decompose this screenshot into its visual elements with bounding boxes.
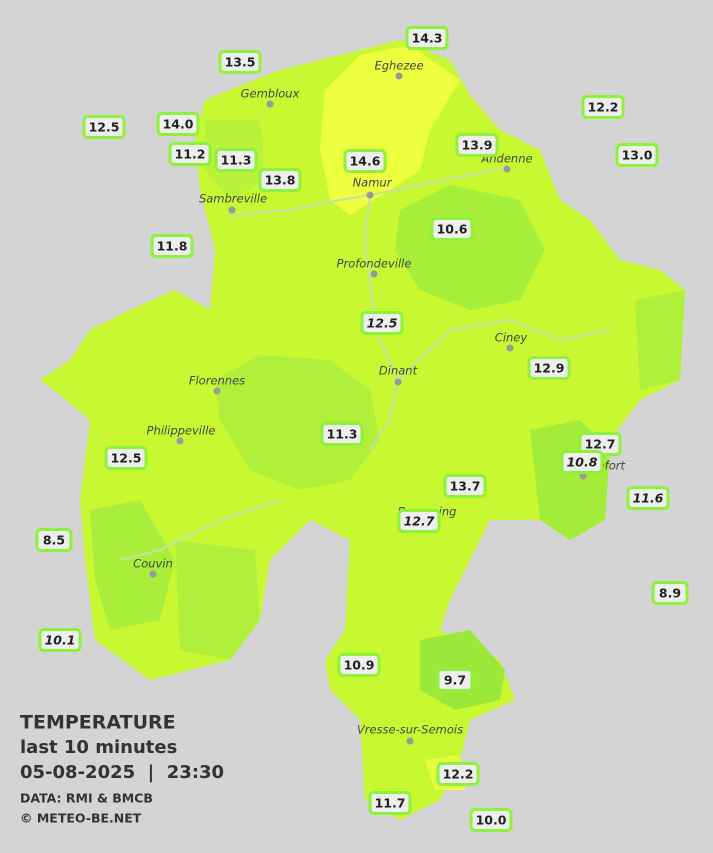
city-dot bbox=[506, 344, 514, 352]
legend-datetime: 05-08-2025 | 23:30 bbox=[20, 762, 224, 783]
stations: 14.3 13.5 12.5 14.0 11.2 11.3 13.8 14.6 13.9 12.2… bbox=[35, 26, 689, 832]
city-label: Dinant bbox=[379, 364, 418, 378]
station-value: 11.8 bbox=[157, 239, 188, 254]
station-value: 13.0 bbox=[622, 148, 653, 163]
station-value: 12.9 bbox=[534, 361, 565, 376]
city-dot bbox=[228, 206, 236, 214]
station-box bbox=[560, 450, 604, 474]
station-value: 12.5 bbox=[367, 316, 398, 331]
station-box bbox=[397, 509, 441, 533]
station-box bbox=[214, 148, 258, 172]
station-value: 11.6 bbox=[633, 491, 664, 506]
station-value: 14.6 bbox=[350, 154, 381, 169]
station-box bbox=[436, 668, 474, 692]
city-label: Gembloux bbox=[241, 87, 300, 101]
city-dot bbox=[213, 387, 221, 395]
station-value: 14.3 bbox=[412, 31, 443, 46]
station-value: 9.7 bbox=[444, 673, 466, 688]
legend-source: DATA: RMI & BMCB bbox=[20, 791, 153, 806]
station-box bbox=[436, 762, 480, 786]
station-box bbox=[168, 142, 212, 166]
city-dot bbox=[394, 378, 402, 386]
station-box bbox=[38, 628, 82, 652]
station-value: 12.7 bbox=[585, 437, 616, 452]
city-label: Florennes bbox=[189, 374, 245, 388]
station-box bbox=[469, 808, 513, 832]
station-value: 12.5 bbox=[111, 451, 142, 466]
station-box bbox=[258, 168, 302, 192]
city-label: Vresse-sur-Semois bbox=[357, 723, 463, 737]
station-box bbox=[405, 26, 449, 50]
legend-subtitle: last 10 minutes bbox=[20, 737, 177, 758]
station-value: 13.8 bbox=[265, 173, 296, 188]
station-box bbox=[156, 112, 200, 136]
cities: EghezeeGemblouxAndenneNamurSambrevillePr… bbox=[133, 59, 626, 745]
station-box bbox=[337, 653, 381, 677]
city-dot bbox=[406, 737, 414, 745]
station-box bbox=[527, 356, 571, 380]
legend-title: TEMPERATURE bbox=[20, 712, 176, 734]
station-box bbox=[651, 581, 689, 605]
station-value: 10.9 bbox=[344, 658, 375, 673]
station-box bbox=[150, 234, 194, 258]
station-value: 8.5 bbox=[43, 533, 65, 548]
city-label: Philippeville bbox=[147, 424, 216, 438]
station-box bbox=[581, 95, 625, 119]
city-label: Couvin bbox=[133, 557, 173, 571]
station-box bbox=[104, 446, 148, 470]
station-value: 13.7 bbox=[450, 479, 481, 494]
city-dot bbox=[149, 570, 157, 578]
station-value: 13.9 bbox=[462, 138, 493, 153]
station-value: 12.5 bbox=[89, 120, 120, 135]
city-label: Ciney bbox=[495, 331, 528, 345]
station-box bbox=[360, 311, 404, 335]
station-box bbox=[443, 474, 487, 498]
station-box bbox=[343, 149, 387, 173]
legend: TEMPERATURE last 10 minutes 05-08-2025 |… bbox=[20, 712, 224, 826]
station-value: 10.1 bbox=[45, 633, 76, 648]
station-value: 11.3 bbox=[327, 427, 358, 442]
city-label: Eghezee bbox=[374, 59, 423, 73]
station-box bbox=[430, 217, 474, 241]
station-value: 12.2 bbox=[588, 100, 619, 115]
city-dot bbox=[366, 191, 374, 199]
station-box bbox=[82, 115, 126, 139]
station-value: 10.6 bbox=[437, 222, 468, 237]
station-value: 8.9 bbox=[659, 586, 681, 601]
city-dot bbox=[370, 270, 378, 278]
station-box bbox=[218, 50, 262, 74]
city-label: Namur bbox=[353, 176, 393, 190]
city-label: Profondeville bbox=[337, 257, 412, 271]
station-value: 12.7 bbox=[404, 514, 435, 529]
station-value: 12.2 bbox=[443, 767, 474, 782]
city-dot bbox=[503, 165, 511, 173]
city-dot bbox=[579, 472, 587, 480]
city-label: Sambreville bbox=[199, 192, 267, 206]
station-box bbox=[455, 133, 499, 157]
city-dot bbox=[266, 100, 274, 108]
station-box bbox=[626, 486, 670, 510]
station-value: 11.2 bbox=[175, 147, 206, 162]
station-value: 11.3 bbox=[221, 153, 252, 168]
city-dot bbox=[395, 72, 403, 80]
station-box bbox=[368, 791, 412, 815]
legend-credit: © METEO-BE.NET bbox=[20, 811, 142, 826]
station-box bbox=[320, 422, 364, 446]
station-value: 10.8 bbox=[567, 455, 598, 470]
station-value: 14.0 bbox=[163, 117, 194, 132]
station-value: 13.5 bbox=[225, 55, 256, 70]
station-box bbox=[615, 143, 659, 167]
station-value: 10.0 bbox=[476, 813, 507, 828]
station-box bbox=[35, 528, 73, 552]
city-dot bbox=[176, 437, 184, 445]
station-value: 11.7 bbox=[375, 796, 406, 811]
